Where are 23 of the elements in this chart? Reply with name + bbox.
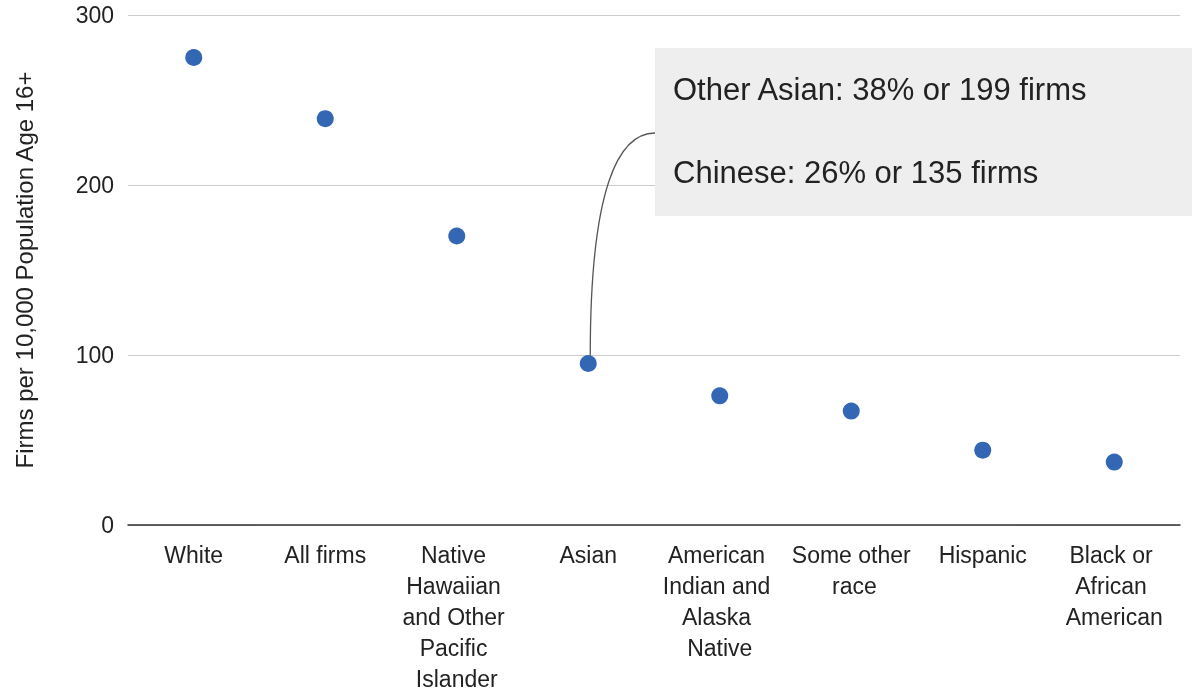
point bbox=[842, 402, 860, 420]
point bbox=[316, 110, 334, 128]
y-tick-label: 100 bbox=[75, 342, 114, 368]
x-tick-label: All firms bbox=[284, 541, 367, 568]
point bbox=[185, 49, 203, 66]
point bbox=[711, 387, 729, 405]
y-axis-title: Firms per 10,000 Population Age 16+ bbox=[10, 71, 38, 469]
point bbox=[579, 355, 597, 372]
point bbox=[448, 227, 466, 245]
x-tick-label: Asian bbox=[559, 541, 618, 568]
x-tick-label: American Indian and Alaska Native bbox=[662, 541, 777, 661]
y-tick-label: 300 bbox=[75, 2, 114, 28]
annotation: Other Asian: 38% or 199 firms bbox=[673, 71, 1087, 109]
point bbox=[1105, 453, 1123, 471]
x-tick-label: Hispanic bbox=[938, 541, 1027, 568]
x-tick-label: Some other race bbox=[791, 541, 912, 599]
point bbox=[974, 441, 992, 459]
x-tick-label: White bbox=[164, 541, 224, 568]
y-tick-label: 0 bbox=[101, 512, 114, 538]
x-tick-label: Black or African American bbox=[1065, 541, 1163, 630]
annotation: Chinese: 26% or 135 firms bbox=[673, 154, 1039, 192]
y-tick-label: 200 bbox=[75, 172, 114, 198]
x-tick-label: Native Hawaiian and Other Pacific Islander bbox=[402, 541, 512, 692]
